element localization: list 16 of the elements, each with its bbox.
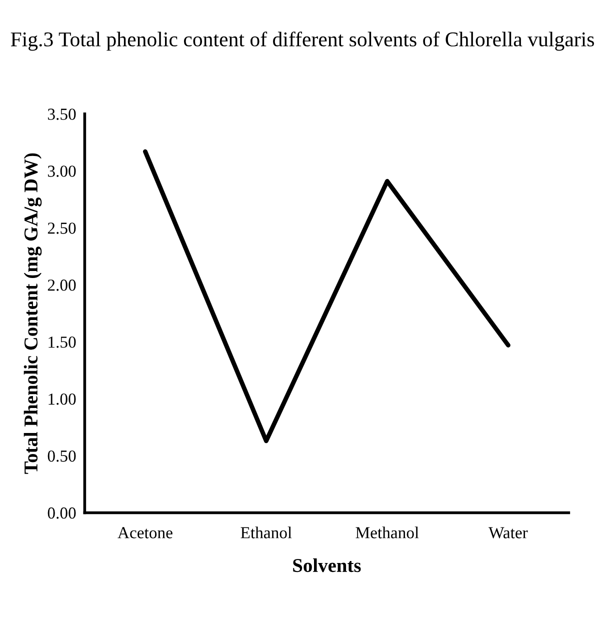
y-axis-title: Total Phenolic Content (mg GA/g DW) bbox=[24, 153, 42, 474]
y-tick-label: 0.00 bbox=[48, 507, 76, 519]
line-series bbox=[142, 149, 510, 444]
x-tick-label: Methanol bbox=[356, 526, 419, 538]
y-tick-label: 0.50 bbox=[48, 450, 76, 462]
x-tick-label: Ethanol bbox=[240, 526, 292, 538]
chart-title: Fig.3 Total phenolic content of different solvents of Chlorella vulgaris bbox=[10, 32, 594, 51]
x-axis-title: Solvents bbox=[293, 558, 361, 572]
x-tick-label: Acetone bbox=[118, 527, 172, 538]
y-tick-label: 2.00 bbox=[48, 280, 76, 291]
y-tick-label: 3.00 bbox=[48, 166, 76, 177]
y-tick-label: 3.50 bbox=[48, 108, 76, 120]
y-tick-label: 1.50 bbox=[48, 336, 76, 348]
x-tick-label: Water bbox=[488, 527, 528, 538]
y-tick-label: 2.50 bbox=[48, 222, 76, 234]
y-tick-label: 1.00 bbox=[48, 393, 76, 405]
